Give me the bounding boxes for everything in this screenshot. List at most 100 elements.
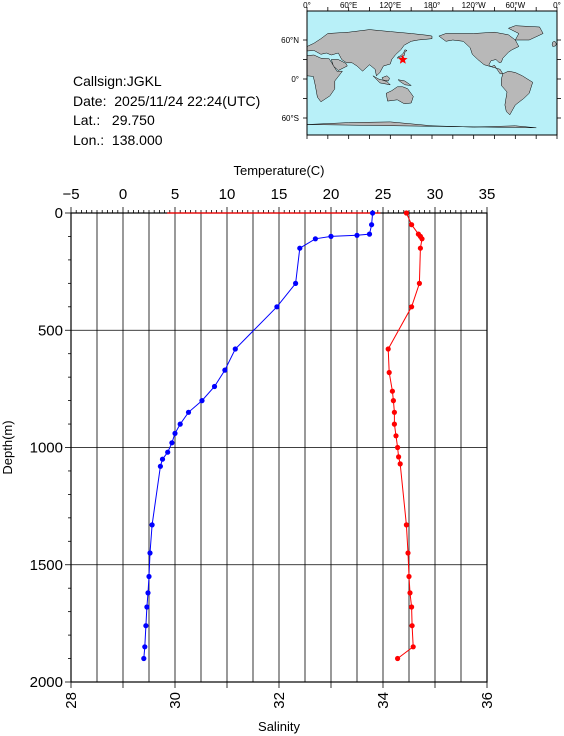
temperature-data-point xyxy=(177,421,183,427)
map-top-tick-label: 120°W xyxy=(462,1,487,10)
station-marker xyxy=(398,54,408,64)
salinity-data-point xyxy=(391,421,397,427)
salinity-data-point xyxy=(396,454,402,460)
temperature-data-point xyxy=(143,623,149,629)
map-top-tick-label: 0° xyxy=(553,1,561,10)
callsign-text: Callsign:JGKL xyxy=(73,73,162,89)
temperature-data-point xyxy=(172,430,178,436)
salinity-data-point xyxy=(409,623,415,629)
depth-tick-label: 1000 xyxy=(30,440,63,457)
temperature-data-point xyxy=(149,522,155,528)
salinity-data-point xyxy=(410,644,416,650)
temperature-data-point xyxy=(366,231,373,237)
map-land-8 xyxy=(551,40,557,47)
map-land-7 xyxy=(397,79,413,86)
salinity-data-point xyxy=(407,590,413,596)
temperature-data-point xyxy=(159,456,166,462)
temperature-tick-label: 25 xyxy=(375,186,392,203)
map-land-3 xyxy=(385,86,414,104)
temperature-data-point xyxy=(165,449,171,455)
map-left-tick-label: 0° xyxy=(291,75,299,84)
depth-tick-label: 2000 xyxy=(30,674,63,691)
temperature-data-point xyxy=(147,550,153,556)
salinity-tick-label: 28 xyxy=(63,692,80,709)
temperature-data-point xyxy=(297,245,303,251)
latitude-text: Lat.: 29.750 xyxy=(73,112,155,128)
temperature-tick-label: 0 xyxy=(119,186,127,203)
temperature-tick-label: −5 xyxy=(62,186,79,203)
world-map-group: 0° 60°E 120°E 180° 120°W 60°W 0° 60°N 0° 60°S xyxy=(281,1,561,139)
temperature-data-point xyxy=(370,210,376,216)
temperature-data-point xyxy=(369,222,375,228)
salinity-data-point xyxy=(419,236,425,242)
salinity-data-point xyxy=(386,369,392,376)
temperature-data-point xyxy=(144,604,150,610)
temperature-data-point xyxy=(328,233,334,239)
temperature-data-point xyxy=(222,367,228,373)
map-top-tick-label: 0° xyxy=(303,1,311,10)
salinity-data-point xyxy=(417,245,423,251)
map-land-9 xyxy=(438,31,520,75)
map-land-6 xyxy=(381,75,390,82)
salinity-data-point xyxy=(391,409,397,415)
map-land-2 xyxy=(330,59,348,71)
depth-tick-label: 0 xyxy=(55,205,63,222)
temperature-data-point xyxy=(141,655,147,662)
salinity-data-point xyxy=(403,522,409,528)
temperature-data-point xyxy=(169,440,175,446)
temperature-tick-label: 15 xyxy=(271,186,288,203)
temperature-tick-label: 20 xyxy=(323,186,340,203)
temperature-data-point xyxy=(293,280,299,286)
depth-axis-label: Depth(m) xyxy=(0,420,15,474)
station-info: Callsign:JGKL Date: 2025/11/24 22:24(UTC… xyxy=(73,72,260,150)
salinity-data-point xyxy=(390,398,396,404)
temperature-data-point xyxy=(232,346,238,352)
temperature-profile-line xyxy=(143,212,374,659)
temperature-data-point xyxy=(146,573,152,580)
temperature-axis-label: Temperature(C) xyxy=(233,163,324,178)
salinity-data-point xyxy=(409,604,415,610)
profile-chart-group: −5 0 5 10 15 20 25 30 35 Temperature(C) 28 30 32 34 36… xyxy=(0,163,496,734)
salinity-data-point xyxy=(393,433,399,439)
temperature-tick-label: 30 xyxy=(427,186,444,203)
salinity-data-point xyxy=(385,346,391,352)
date-text: Date: 2025/11/24 22:24(UTC) xyxy=(73,92,261,109)
map-left-tick-label: 60°S xyxy=(282,114,299,123)
map-top-tick-label: 60°E xyxy=(340,1,357,10)
temperature-data-point xyxy=(199,398,205,404)
salinity-data-point xyxy=(395,655,401,662)
salinity-tick-label: 30 xyxy=(167,692,184,709)
temperature-data-point xyxy=(142,644,148,650)
salinity-tick-label: 36 xyxy=(479,692,496,709)
map-land-11 xyxy=(501,70,533,116)
temperature-data-point xyxy=(312,236,318,242)
map-top-tick-label: 60°W xyxy=(506,1,526,10)
map-land-1 xyxy=(306,54,343,103)
map-top-tick-label: 180° xyxy=(424,1,441,10)
salinity-profile-line xyxy=(387,212,423,659)
temperature-data-point xyxy=(274,304,280,310)
temperature-data-point xyxy=(185,409,192,415)
salinity-data-point xyxy=(409,304,415,310)
salinity-data-point xyxy=(403,210,409,216)
longitude-text: Lon.: 138.000 xyxy=(73,131,163,148)
salinity-data-point xyxy=(416,280,422,286)
map-land-5 xyxy=(372,75,392,86)
map-top-tick-label: 120°E xyxy=(379,1,401,10)
depth-tick-label: 500 xyxy=(38,322,63,339)
temperature-data-point xyxy=(354,232,360,238)
salinity-data-point xyxy=(405,550,411,556)
salinity-data-point xyxy=(389,388,395,394)
map-land-0 xyxy=(306,29,433,77)
salinity-axis-label: Salinity xyxy=(258,719,300,734)
temperature-data-point xyxy=(157,463,163,469)
temperature-data-point xyxy=(145,590,151,596)
salinity-tick-label: 34 xyxy=(375,692,392,709)
temperature-tick-label: 10 xyxy=(219,186,236,203)
temperature-tick-label: 5 xyxy=(171,186,179,203)
depth-tick-label: 1500 xyxy=(30,557,63,574)
temperature-data-point xyxy=(211,383,218,390)
salinity-data-point xyxy=(397,461,403,467)
salinity-tick-label: 32 xyxy=(271,692,288,709)
